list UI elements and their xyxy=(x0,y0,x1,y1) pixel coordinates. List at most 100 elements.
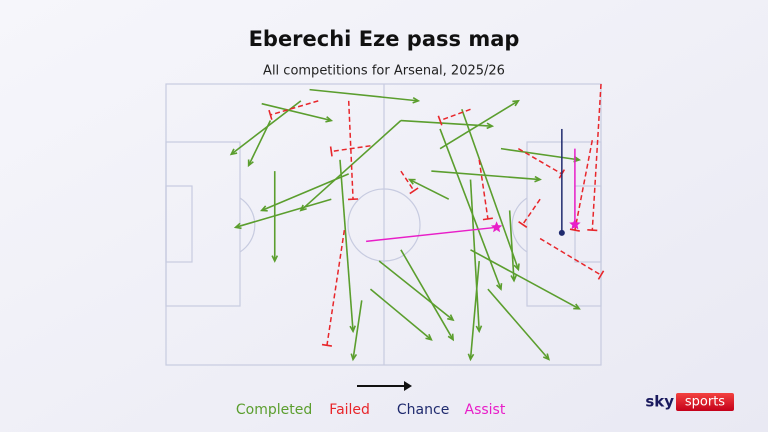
pass-line xyxy=(400,119,493,127)
pass-line xyxy=(487,288,550,360)
pass-line xyxy=(235,198,332,229)
arrow-head xyxy=(447,314,455,322)
pass xyxy=(347,100,359,201)
logo-sports: sports xyxy=(685,395,725,410)
arrow-head xyxy=(534,175,542,183)
pass-line xyxy=(347,100,354,200)
legend-label: Completed xyxy=(236,402,312,418)
arrow-head xyxy=(513,263,520,272)
pass-line xyxy=(469,179,480,332)
fail-bar xyxy=(409,187,419,195)
pass xyxy=(339,159,356,334)
logo-sky: sky xyxy=(645,393,674,411)
fail-bar xyxy=(587,229,598,232)
pass-line xyxy=(522,198,541,225)
fail-bar xyxy=(329,146,333,157)
pass xyxy=(478,159,493,221)
pass xyxy=(378,260,455,322)
pass-line xyxy=(478,159,489,219)
pass xyxy=(247,120,272,168)
logo: sky sports xyxy=(645,393,734,411)
arrow-head xyxy=(407,178,416,185)
pass-line xyxy=(400,170,415,192)
pass-line xyxy=(400,249,454,341)
pass xyxy=(366,221,503,243)
pass-line xyxy=(517,147,563,175)
pass-line xyxy=(508,210,515,281)
pitch xyxy=(165,83,602,366)
pass-line xyxy=(339,159,354,332)
pass-line xyxy=(439,108,471,122)
pass-line xyxy=(366,226,497,243)
pass-line xyxy=(247,120,272,166)
pass-line xyxy=(574,140,594,231)
fail-bar xyxy=(268,109,273,120)
legend-label: Chance xyxy=(397,402,449,418)
arrow-head xyxy=(247,159,254,168)
arrow-head xyxy=(299,204,307,212)
arrow-head xyxy=(512,99,520,107)
pass xyxy=(467,260,480,362)
pass xyxy=(487,288,551,361)
pass xyxy=(407,178,450,200)
fail-bar xyxy=(321,343,333,347)
pass-line xyxy=(539,237,602,276)
arrow-head xyxy=(573,303,581,310)
arrow-head xyxy=(542,353,551,361)
arrow-head xyxy=(233,222,242,230)
pass xyxy=(271,171,279,263)
pass xyxy=(400,170,419,195)
pass-line xyxy=(270,100,319,116)
arrow-head xyxy=(447,333,455,342)
pass xyxy=(569,148,581,230)
fail-bar xyxy=(569,228,580,232)
legend: Completed Failed Chance Assist xyxy=(236,402,506,418)
fail-bar xyxy=(597,270,605,280)
pass-line xyxy=(309,88,419,102)
direction-arrow xyxy=(357,381,412,391)
pass-line xyxy=(326,230,346,346)
arrow-head xyxy=(350,353,358,362)
arrow-head xyxy=(349,325,356,334)
pass-line xyxy=(461,109,520,270)
arrow-head xyxy=(271,255,279,263)
arrow-head xyxy=(425,333,433,341)
pass xyxy=(461,109,520,272)
pass xyxy=(329,145,371,157)
pass xyxy=(268,100,319,120)
pass xyxy=(539,237,605,280)
pass xyxy=(558,128,565,236)
pass-line xyxy=(378,260,454,321)
pass xyxy=(350,300,363,362)
pass xyxy=(321,230,346,347)
arrow-head xyxy=(486,122,495,130)
pass-line xyxy=(261,102,332,122)
arrow-head xyxy=(496,283,503,291)
pass xyxy=(587,83,602,232)
logo-badge xyxy=(676,393,734,411)
pass xyxy=(369,288,433,341)
pass xyxy=(400,119,495,130)
pass xyxy=(508,210,518,283)
fail-bar xyxy=(437,115,443,126)
pass xyxy=(470,249,581,310)
pass xyxy=(233,198,332,230)
assist-star xyxy=(490,221,503,233)
assist-star xyxy=(569,218,581,230)
pass-line xyxy=(470,249,580,310)
passes xyxy=(229,83,605,362)
arrow-head xyxy=(475,325,483,334)
pass-line xyxy=(331,145,371,153)
fail-bar xyxy=(518,221,528,228)
pass xyxy=(400,249,455,342)
pass xyxy=(261,102,334,123)
legend-label: Failed xyxy=(329,402,370,418)
chart-title: Eberechi Eze pass map xyxy=(249,27,520,51)
pass-line xyxy=(409,178,450,200)
pass xyxy=(518,198,541,228)
arrow-head xyxy=(260,205,268,212)
pass xyxy=(469,179,483,334)
pass-line xyxy=(352,300,363,360)
arrow-head xyxy=(229,148,238,156)
